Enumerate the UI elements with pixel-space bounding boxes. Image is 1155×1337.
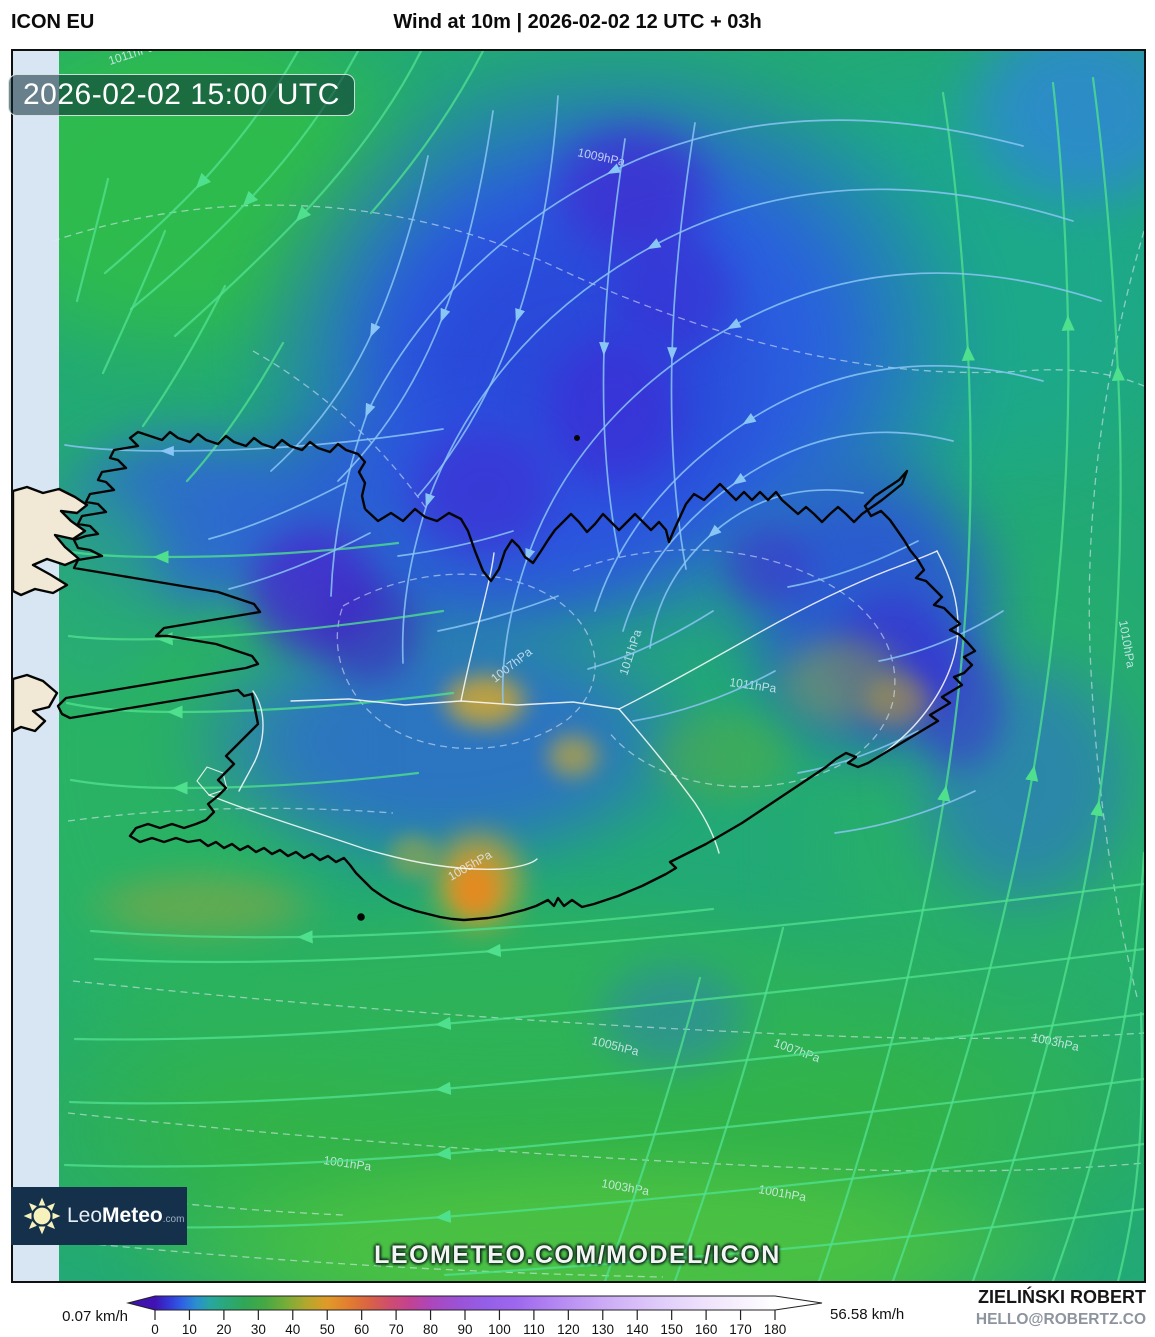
wind-speed-blob [858, 668, 938, 734]
domain-edge-strip [13, 51, 59, 1281]
legend-tick-label: 0 [151, 1322, 159, 1337]
legend-tick-label: 40 [285, 1322, 300, 1337]
isobar-label: 1005hPa [590, 1033, 640, 1058]
isobar-label: 1003hPa [1030, 1030, 1080, 1054]
isobar-label: 1011hPa [617, 627, 645, 676]
legend-min-label: 0.07 km/h [62, 1308, 128, 1325]
streamlines-green-group [63, 51, 1144, 1281]
colorbar-ticks: 0 10 20 30 40 50 60 70 80 90 100 110 120 130 140 150 160… [151, 1310, 786, 1337]
credit-name: ZIELIŃSKI ROBERT [977, 1287, 1146, 1307]
legend-tick-label: 150 [660, 1322, 683, 1337]
legend-tick-label: 180 [764, 1322, 787, 1337]
isobar-label: 1001hPa [323, 1153, 373, 1174]
legend-tick-label: 20 [216, 1322, 231, 1337]
legend-tick-label: 100 [488, 1322, 511, 1337]
colorbar-arrow-shape [126, 1295, 823, 1311]
legend-tick-label: 90 [457, 1322, 472, 1337]
isobar-label: 1003hPa [600, 1176, 650, 1198]
logo-text-meteo: Meteo [102, 1204, 163, 1227]
legend-tick-label: 130 [592, 1322, 615, 1337]
isobar-label: 1007hPa [488, 645, 535, 686]
wind-speed-blob [638, 701, 808, 811]
leometeo-logo: LeoMeteo.com [11, 1187, 187, 1245]
wind-overlay: 1011hPa 1009hPa 1007hPa 1011hPa 1011hPa 1010h… [13, 51, 1144, 1281]
wind-speed-blob [303, 566, 433, 696]
isobar-label: 1007hPa [772, 1036, 822, 1066]
legend-tick-label: 170 [729, 1322, 752, 1337]
legend-tick-label: 80 [423, 1322, 438, 1337]
watermark-url: LEOMETEO.COM/MODEL/ICON [374, 1241, 781, 1269]
legend-tick-label: 110 [523, 1322, 545, 1337]
isobar-label: 1009hPa [576, 145, 626, 169]
isobar-label: 1005hPa [446, 847, 495, 883]
isobar-label: 1011hPa [107, 51, 156, 68]
logo-wordmark: LeoMeteo.com [67, 1204, 184, 1228]
legend-tick-label: 10 [182, 1322, 197, 1337]
legend-tick-label: 60 [354, 1322, 369, 1337]
sun-icon [23, 1197, 61, 1235]
isobar-label: 1011hPa [729, 675, 778, 695]
isobar-label: 1010hPa [1116, 619, 1138, 669]
isobar-labels-group: 1011hPa 1009hPa 1007hPa 1011hPa 1011hPa 1010h… [107, 51, 1139, 1204]
header: ICON EU Wind at 10m | 2026-02-02 12 UTC … [0, 0, 1155, 49]
legend-tick-label: 30 [251, 1322, 266, 1337]
logo-text-leo: Leo [67, 1204, 103, 1227]
legend-max-label: 56.58 km/h [830, 1306, 905, 1323]
legend-tick-label: 120 [557, 1322, 580, 1337]
wind-speed-blob [583, 951, 763, 1081]
coastline-group [56, 430, 977, 922]
logo-text-com: .com [162, 1214, 185, 1225]
legend-tick-label: 160 [695, 1322, 718, 1337]
legend-tick-label: 140 [626, 1322, 649, 1337]
wind-speed-field [13, 51, 1144, 1281]
streamlines-blue-group [64, 95, 1102, 834]
legend-tick-label: 70 [389, 1322, 404, 1337]
isobars-group [52, 204, 1144, 1278]
legend-tick-label: 50 [320, 1322, 335, 1337]
credit-email: HELLO@ROBERTZ.CO [975, 1311, 1146, 1328]
greenland-coast-group [13, 485, 89, 733]
wind-speed-blob [541, 729, 605, 783]
wind-speed-colorbar: 0 10 20 30 40 50 60 70 80 90 100 110 120 130 140 150 160… [126, 1295, 823, 1337]
model-name: ICON EU [11, 11, 95, 33]
timestamp-badge: 2026-02-02 15:00 UTC [8, 74, 355, 116]
page-title: Wind at 10m | 2026-02-02 12 UTC + 03h [393, 11, 762, 33]
map-canvas: 1011hPa 1009hPa 1007hPa 1011hPa 1011hPa 1010h… [11, 49, 1146, 1283]
